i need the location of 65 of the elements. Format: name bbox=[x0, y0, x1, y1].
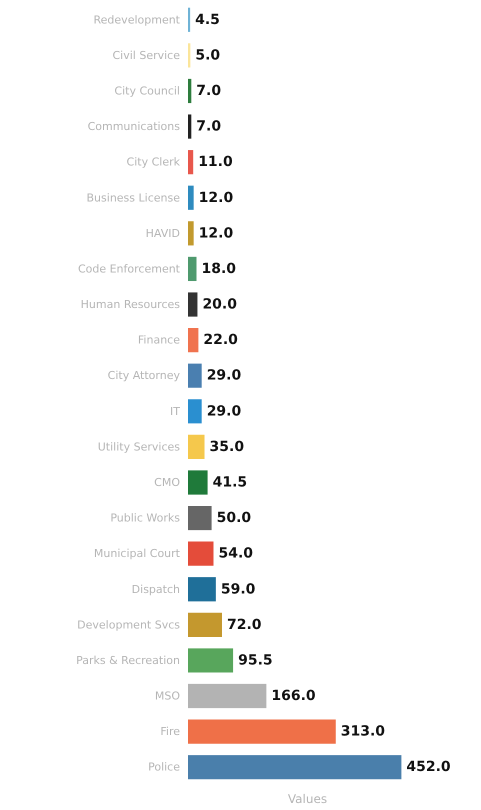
data-label: 41.5 bbox=[212, 474, 248, 490]
y-tick-label: CMO bbox=[154, 476, 180, 489]
data-label: 12.0 bbox=[198, 190, 234, 206]
y-tick-label: Finance bbox=[138, 334, 180, 347]
y-tick-label: Public Works bbox=[110, 512, 180, 525]
y-tick-label: Business License bbox=[86, 191, 180, 204]
data-label: 166.0 bbox=[271, 688, 316, 704]
bar bbox=[188, 292, 198, 317]
y-tick-label: Development Svcs bbox=[77, 618, 180, 632]
y-tick-label: Fire bbox=[160, 725, 180, 738]
data-label: 7.0 bbox=[196, 82, 222, 99]
data-label: 12.0 bbox=[198, 225, 234, 242]
data-label: 72.0 bbox=[226, 616, 262, 633]
data-label: 452.0 bbox=[406, 759, 451, 776]
data-label: 313.0 bbox=[340, 724, 386, 740]
data-label: 29.0 bbox=[206, 368, 242, 384]
data-label: 7.0 bbox=[196, 118, 222, 135]
data-label: 35.0 bbox=[210, 438, 244, 455]
data-label: 29.0 bbox=[206, 403, 242, 420]
bar bbox=[188, 114, 192, 139]
bar bbox=[188, 328, 198, 352]
y-tick-label: City Clerk bbox=[126, 156, 181, 169]
data-label: 22.0 bbox=[203, 332, 238, 348]
y-tick-label: HAVID bbox=[146, 226, 180, 240]
data-label: 95.5 bbox=[238, 652, 273, 668]
y-tick-label: MSO bbox=[154, 690, 180, 703]
data-label: 59.0 bbox=[220, 581, 256, 598]
bar bbox=[188, 364, 202, 388]
data-label: 18.0 bbox=[202, 260, 236, 277]
bar bbox=[188, 221, 194, 246]
data-label: 54.0 bbox=[218, 546, 254, 562]
bar bbox=[188, 720, 336, 744]
bar bbox=[188, 648, 234, 673]
y-tick-label: City Attorney bbox=[108, 369, 180, 382]
y-tick-label: Utility Services bbox=[98, 440, 180, 454]
y-tick-label: Redevelopment bbox=[94, 13, 181, 26]
data-label: 11.0 bbox=[198, 154, 233, 170]
bar bbox=[188, 577, 216, 602]
y-tick-label: Police bbox=[148, 760, 180, 774]
y-tick-label: Code Enforcement bbox=[78, 262, 181, 276]
bar bbox=[188, 256, 196, 282]
data-label: 20.0 bbox=[202, 296, 238, 313]
bar bbox=[188, 470, 208, 495]
data-label: 5.0 bbox=[195, 47, 220, 64]
bar bbox=[188, 150, 194, 174]
y-tick-label: IT bbox=[170, 404, 180, 418]
bar bbox=[188, 399, 202, 424]
bar bbox=[188, 506, 212, 530]
bar bbox=[188, 542, 214, 566]
y-tick-label: Communications bbox=[88, 120, 180, 134]
bar bbox=[188, 612, 222, 637]
data-label: 50.0 bbox=[216, 510, 252, 526]
y-tick-label: Dispatch bbox=[132, 582, 180, 596]
x-axis-title: Values bbox=[288, 792, 328, 806]
y-tick-label: Municipal Court bbox=[94, 547, 181, 560]
y-tick-label: Parks & Recreation bbox=[76, 654, 180, 667]
bar bbox=[188, 186, 194, 210]
y-tick-label: Human Resources bbox=[80, 298, 180, 312]
bar bbox=[188, 78, 192, 104]
y-tick-label: Civil Service bbox=[112, 48, 180, 62]
bar bbox=[188, 755, 402, 780]
data-label: 4.5 bbox=[195, 12, 220, 28]
bar bbox=[188, 684, 266, 708]
bar bbox=[188, 434, 205, 459]
y-tick-label: City Council bbox=[114, 84, 180, 98]
